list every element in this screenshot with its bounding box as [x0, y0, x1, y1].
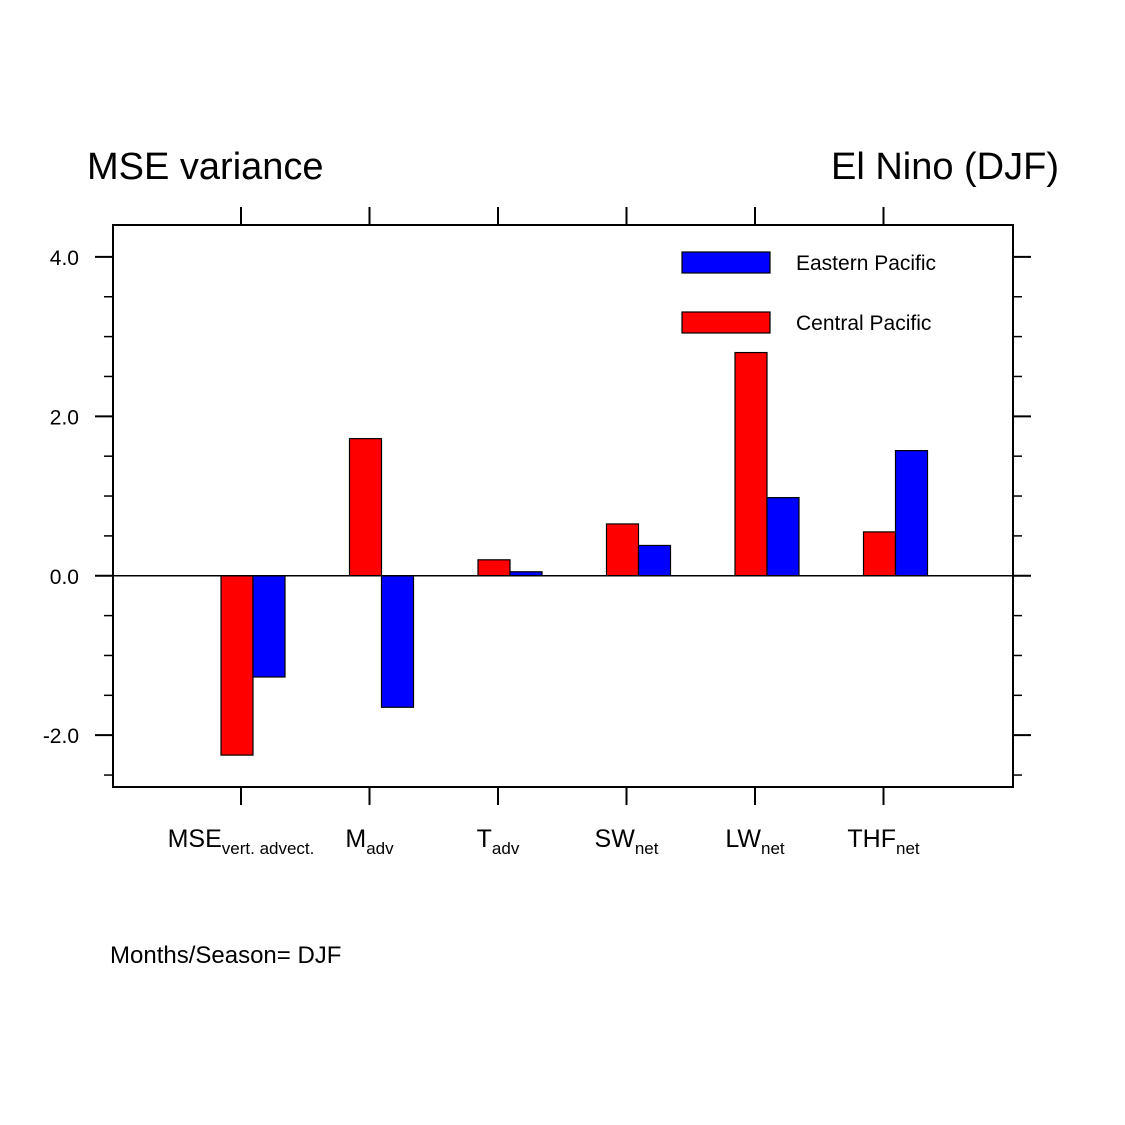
bar-eastern-pacific	[766, 497, 800, 577]
x-tick-label: Madv	[345, 825, 394, 858]
y-tick-label: -2.0	[43, 725, 79, 748]
bar-central-pacific	[477, 559, 511, 577]
bar-eastern-pacific	[894, 449, 929, 577]
legend-label: Eastern Pacific	[796, 252, 936, 275]
y-tick-label: 2.0	[50, 406, 79, 429]
x-tick-label: MSEvert. advect.	[168, 825, 315, 858]
months-season-note: Months/Season= DJF	[110, 942, 342, 969]
bar-central-pacific	[734, 351, 768, 577]
chart-title-right: El Nino (DJF)	[830, 146, 1059, 188]
y-tick-label: 0.0	[50, 566, 79, 589]
x-tick-label: Tadv	[477, 825, 520, 858]
chart-title-left: MSE variance	[87, 146, 324, 188]
x-tick-label: THFnet	[847, 825, 920, 858]
x-tick-label: LWnet	[725, 825, 785, 858]
bar-eastern-pacific	[380, 575, 415, 708]
bar-eastern-pacific	[252, 575, 286, 678]
y-tick-label: 4.0	[50, 247, 79, 270]
bar-central-pacific	[348, 438, 383, 577]
bar-central-pacific	[605, 523, 640, 577]
bar-central-pacific	[220, 575, 254, 756]
bar-central-pacific	[862, 531, 897, 577]
plot-frame	[112, 224, 1014, 788]
legend-swatch	[681, 251, 771, 274]
legend-swatch	[681, 311, 771, 334]
legend-label: Central Pacific	[796, 312, 931, 335]
x-tick-label: SWnet	[595, 825, 659, 858]
bar-eastern-pacific	[637, 544, 672, 577]
